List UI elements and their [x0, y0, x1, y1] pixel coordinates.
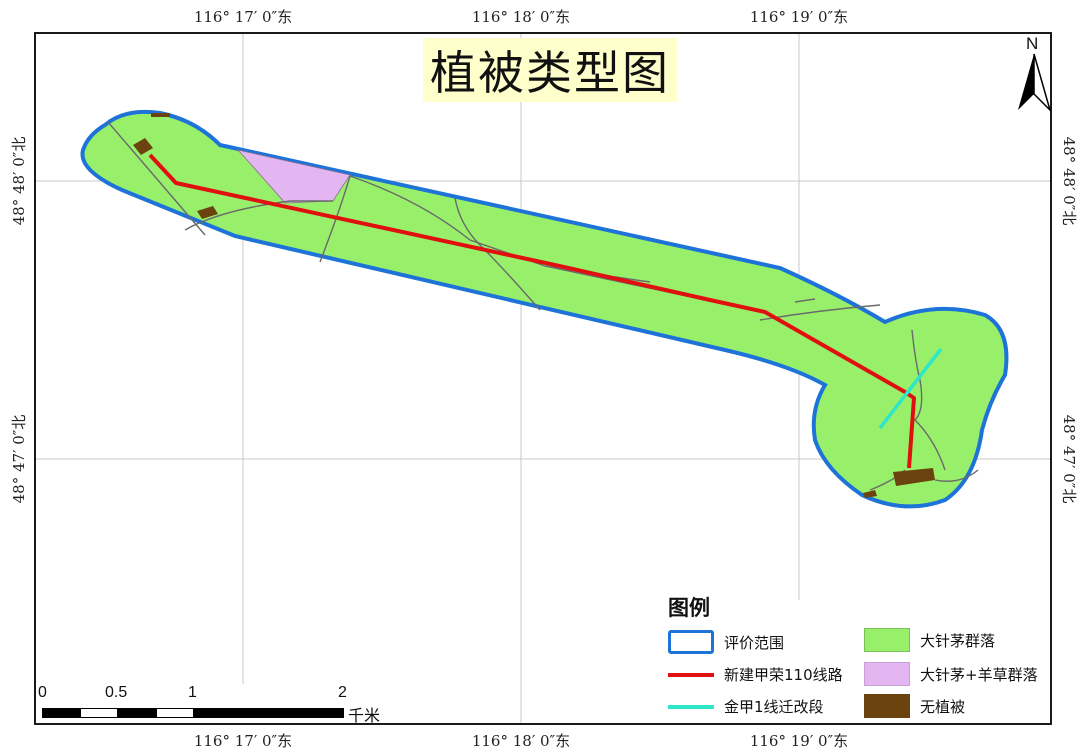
lat-label-left-2: 48° 47′ 0″北 [10, 415, 28, 504]
legend-item-stipa-leymus: 大针茅+羊草群落 [864, 662, 1038, 686]
legend-item-evaluation-area: 评价范围 [668, 630, 784, 654]
north-label: N [1026, 34, 1039, 53]
map-frame [34, 32, 1052, 725]
mixed-grass-patch [236, 149, 351, 204]
scale-segment-1 [42, 708, 80, 718]
legend-swatch-red-line [668, 672, 714, 677]
legend-item-relocated-line: 金甲1线迁改段 [668, 696, 824, 717]
evaluation-area [80, 109, 1009, 509]
legend-swatch-cyan-line [668, 704, 714, 709]
north-arrow-icon [1018, 53, 1052, 113]
new-110-line [148, 153, 916, 469]
legend-label: 金甲1线迁改段 [724, 698, 824, 716]
bare-patch-5 [863, 490, 877, 498]
bare-patch-4 [893, 468, 935, 486]
lon-label-bottom-3: 116° 19′ 0″东 [750, 732, 848, 750]
legend-swatch-violet [864, 662, 910, 686]
legend-item-stipa: 大针茅群落 [864, 628, 995, 652]
legend: 图例 评价范围 新建甲荣110线路 金甲1线迁改段 大针茅群落 大针茅+羊草群落… [664, 590, 1044, 730]
legend-item-new-line: 新建甲荣110线路 [668, 664, 843, 685]
lat-label-right-1: 48° 48′ 0″北 [1060, 137, 1078, 226]
bare-patches [133, 113, 935, 498]
legend-label: 评价范围 [724, 633, 785, 652]
map-title: 植被类型图 [423, 38, 677, 102]
bare-patch-3 [151, 113, 170, 117]
scale-label-0-5: 0.5 [105, 684, 128, 701]
legend-swatch-outline [668, 630, 714, 654]
legend-label: 大针茅群落 [920, 631, 996, 650]
relocated-line [878, 347, 943, 430]
scale-bar: 0 0.5 1 2 千米 [36, 684, 396, 725]
legend-label: 大针茅+羊草群落 [920, 665, 1038, 684]
bare-patch-1 [133, 138, 153, 155]
legend-swatch-brown [864, 694, 910, 718]
legend-item-no-vegetation: 无植被 [864, 694, 965, 718]
lat-label-left-1: 48° 48′ 0″北 [10, 137, 28, 226]
legend-title: 图例 [668, 596, 710, 620]
lat-label-right-2: 48° 47′ 0″北 [1060, 415, 1078, 504]
scale-segment-5 [194, 708, 344, 718]
scale-unit: 千米 [348, 708, 381, 725]
lon-label-top-3: 116° 19′ 0″东 [750, 8, 848, 26]
legend-swatch-green [864, 628, 910, 652]
bare-patch-2 [197, 206, 218, 219]
lon-label-top-1: 116° 17′ 0″东 [194, 8, 292, 26]
legend-label: 无植被 [920, 697, 966, 716]
scale-segment-4 [156, 708, 194, 718]
scale-segment-2 [80, 708, 118, 718]
scale-segment-3 [118, 708, 156, 718]
lon-label-top-2: 116° 18′ 0″东 [472, 8, 570, 26]
lon-label-bottom-2: 116° 18′ 0″东 [472, 732, 570, 750]
scale-label-0: 0 [38, 684, 47, 701]
lon-label-bottom-1: 116° 17′ 0″东 [194, 732, 292, 750]
scale-label-1: 1 [188, 684, 197, 701]
legend-label: 新建甲荣110线路 [724, 666, 843, 684]
scale-label-2: 2 [338, 684, 347, 701]
